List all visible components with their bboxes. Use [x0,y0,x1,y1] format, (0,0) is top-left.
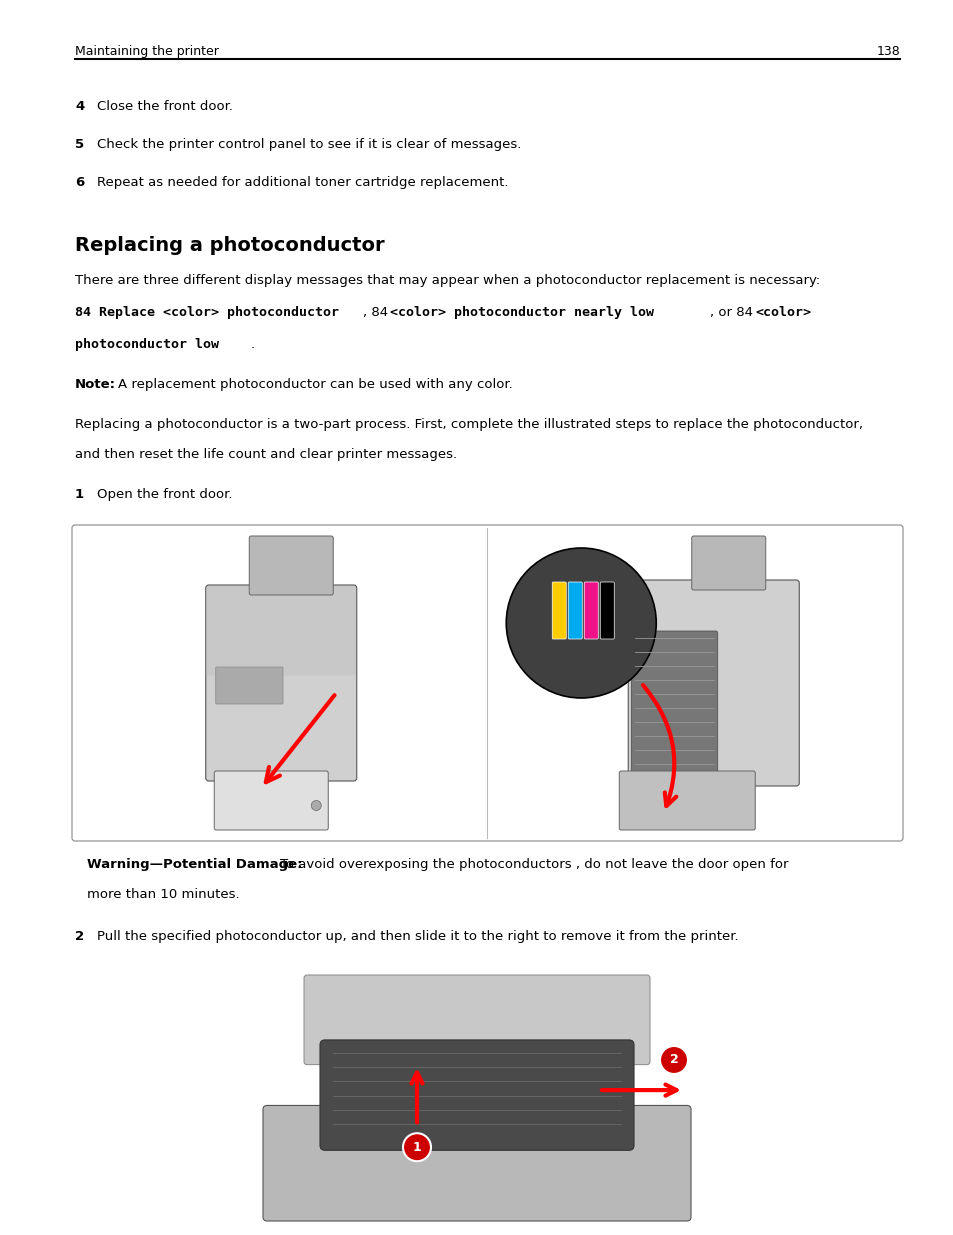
FancyBboxPatch shape [215,667,283,704]
FancyBboxPatch shape [214,771,328,830]
FancyBboxPatch shape [552,582,566,638]
Text: 138: 138 [876,44,899,58]
Text: more than 10 minutes.: more than 10 minutes. [87,888,239,902]
FancyBboxPatch shape [599,582,614,638]
Circle shape [311,800,321,810]
Text: 2: 2 [75,930,84,944]
Text: Maintaining the printer: Maintaining the printer [75,44,218,58]
Text: 1: 1 [413,1141,421,1153]
Text: and then reset the life count and clear printer messages.: and then reset the life count and clear … [75,448,456,461]
FancyBboxPatch shape [206,585,356,781]
Text: 6: 6 [75,177,84,189]
FancyBboxPatch shape [319,1040,634,1150]
Text: <color>: <color> [754,306,810,319]
Circle shape [659,1046,687,1074]
Text: Replacing a photoconductor is a two-part process. First, complete the illustrate: Replacing a photoconductor is a two-part… [75,417,862,431]
Text: 4: 4 [75,100,84,112]
FancyBboxPatch shape [618,771,755,830]
FancyBboxPatch shape [207,585,355,676]
FancyBboxPatch shape [263,1105,690,1221]
Text: Warning—Potential Damage:: Warning—Potential Damage: [87,858,302,871]
Text: 84 Replace <color> photoconductor: 84 Replace <color> photoconductor [75,306,338,319]
Text: There are three different display messages that may appear when a photoconductor: There are three different display messag… [75,274,823,287]
Text: <color> photoconductor nearly low: <color> photoconductor nearly low [390,306,654,319]
Circle shape [402,1134,431,1161]
Text: .: . [251,338,254,351]
FancyBboxPatch shape [71,525,902,841]
Text: Close the front door.: Close the front door. [97,100,233,112]
Text: photoconductor low: photoconductor low [75,338,219,351]
FancyBboxPatch shape [583,582,598,638]
Text: 5: 5 [75,138,84,151]
FancyBboxPatch shape [304,974,649,1065]
Text: To avoid overexposing the photoconductors , do not leave the door open for: To avoid overexposing the photoconductor… [280,858,788,871]
Text: Check the printer control panel to see if it is clear of messages.: Check the printer control panel to see i… [97,138,521,151]
FancyBboxPatch shape [568,582,581,638]
Text: , or 84: , or 84 [709,306,752,319]
FancyBboxPatch shape [691,536,765,590]
Text: Repeat as needed for additional toner cartridge replacement.: Repeat as needed for additional toner ca… [97,177,508,189]
FancyBboxPatch shape [631,631,717,776]
Text: Open the front door.: Open the front door. [97,488,233,501]
Text: A replacement photoconductor can be used with any color.: A replacement photoconductor can be used… [118,378,512,391]
Text: Pull the specified photoconductor up, and then slide it to the right to remove i: Pull the specified photoconductor up, an… [97,930,738,944]
FancyBboxPatch shape [249,536,333,595]
Circle shape [506,548,656,698]
FancyBboxPatch shape [628,580,799,785]
Text: 1: 1 [75,488,84,501]
Text: Note:: Note: [75,378,116,391]
Text: , 84: , 84 [363,306,388,319]
Text: 2: 2 [669,1053,678,1067]
Text: Replacing a photoconductor: Replacing a photoconductor [75,236,384,254]
